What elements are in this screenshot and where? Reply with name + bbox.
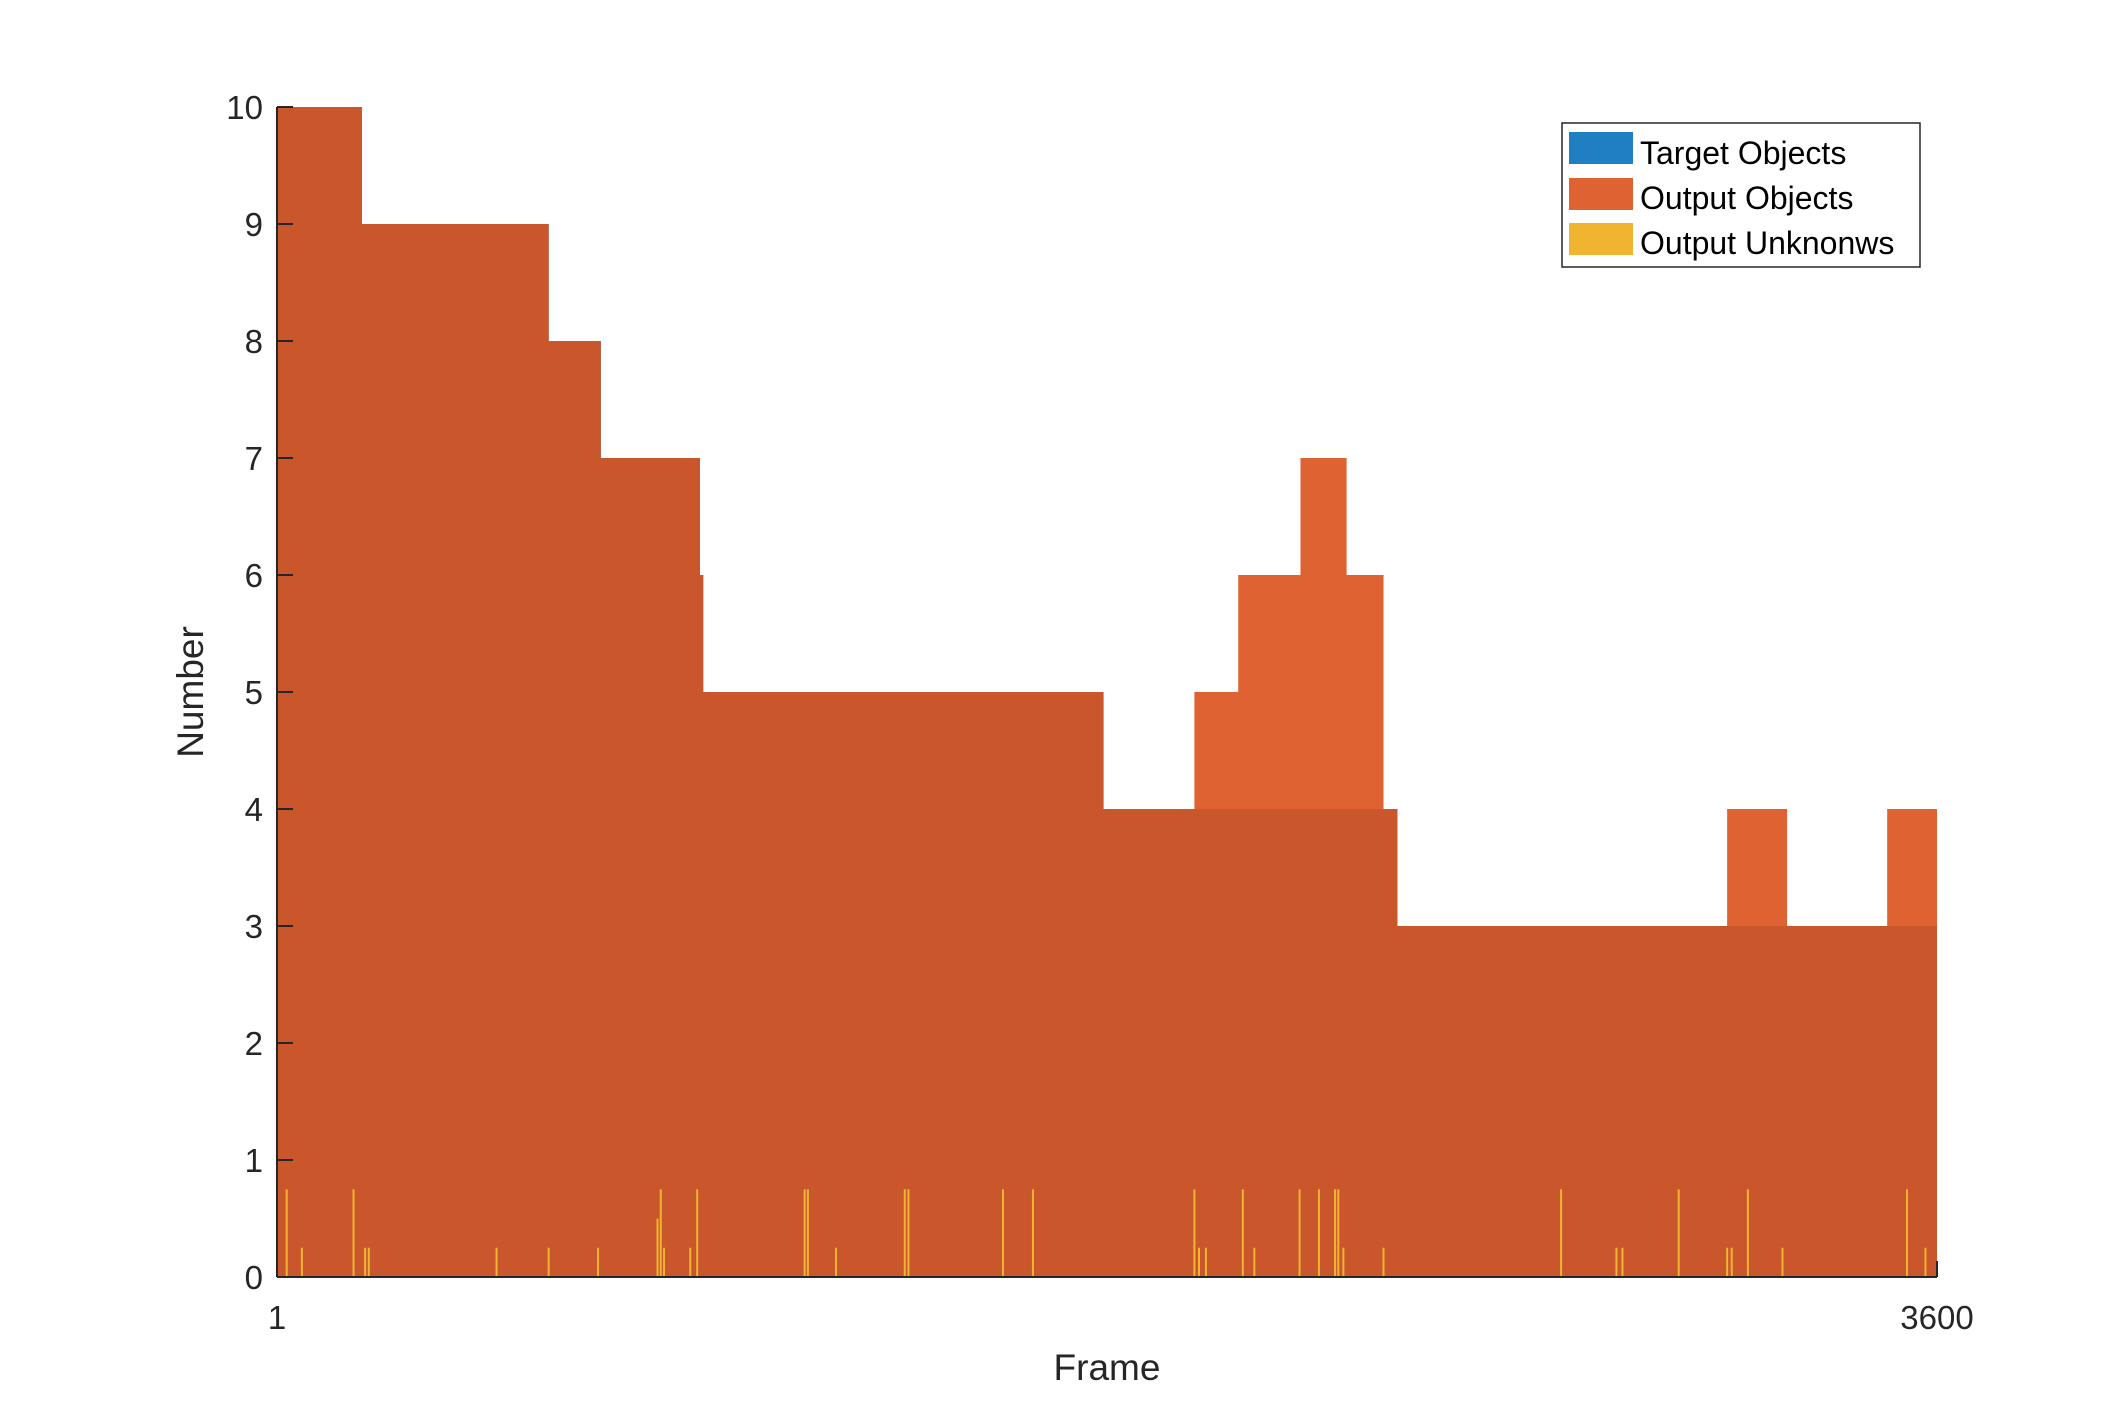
x-axis-label: Frame [1054, 1347, 1161, 1388]
y-tick-label-4: 4 [245, 791, 263, 828]
series-overlap-target-objects [277, 107, 1937, 1277]
y-tick-label-1: 1 [245, 1142, 263, 1179]
legend-label-target-objects: Target Objects [1640, 135, 1846, 171]
y-tick-label-3: 3 [245, 908, 263, 945]
legend-swatch-output-objects [1569, 178, 1633, 210]
y-tick-label-7: 7 [245, 440, 263, 477]
legend-swatch-output-unknowns [1569, 223, 1633, 255]
y-tick-label-8: 8 [245, 323, 263, 360]
legend-swatch-target-objects [1569, 132, 1633, 164]
y-tick-label-9: 9 [245, 206, 263, 243]
y-tick-label-10: 10 [226, 89, 263, 126]
y-tick-label-0: 0 [245, 1259, 263, 1296]
y-tick-label-6: 6 [245, 557, 263, 594]
y-tick-label-2: 2 [245, 1025, 263, 1062]
y-axis-label: Number [170, 626, 211, 758]
legend: Target Objects Output Objects Output Unk… [1561, 122, 1921, 268]
legend-label-output-unknowns: Output Unknonws [1640, 225, 1894, 261]
series-layer [277, 107, 1937, 1277]
x-tick-label-1: 1 [268, 1299, 286, 1336]
x-tick-label-3600: 3600 [1900, 1299, 1973, 1336]
y-tick-label-5: 5 [245, 674, 263, 711]
legend-label-output-objects: Output Objects [1640, 180, 1853, 216]
